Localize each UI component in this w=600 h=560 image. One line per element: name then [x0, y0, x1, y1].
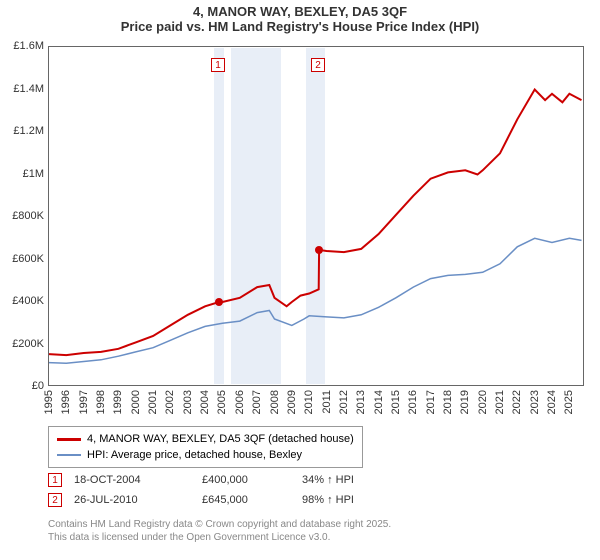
- sales-table: 118-OCT-2004£400,00034% ↑ HPI226-JUL-201…: [48, 470, 402, 510]
- sale-marker-dot: [315, 246, 323, 254]
- line-series-svg: [49, 47, 585, 387]
- footer-line1: Contains HM Land Registry data © Crown c…: [48, 518, 391, 531]
- legend-swatch: [57, 438, 81, 441]
- sale-price: £645,000: [202, 494, 302, 506]
- sale-callout-1: 1: [211, 58, 225, 72]
- y-tick-label: £600K: [12, 253, 44, 265]
- x-tick-label: 2002: [164, 390, 176, 414]
- x-tick-label: 1995: [43, 390, 55, 414]
- x-tick-label: 2013: [355, 390, 367, 414]
- x-tick-label: 2008: [269, 390, 281, 414]
- x-tick-label: 1997: [78, 390, 90, 414]
- sale-marker-dot: [215, 298, 223, 306]
- y-tick-label: £1.6M: [13, 40, 44, 52]
- x-tick-label: 2012: [338, 390, 350, 414]
- sale-row-index: 2: [48, 493, 62, 507]
- x-tick-label: 1998: [95, 390, 107, 414]
- title-block: 4, MANOR WAY, BEXLEY, DA5 3QF Price paid…: [0, 0, 600, 34]
- series-price_paid: [49, 90, 582, 356]
- title-subtitle: Price paid vs. HM Land Registry's House …: [0, 19, 600, 34]
- legend-label: HPI: Average price, detached house, Bexl…: [87, 449, 302, 461]
- y-tick-label: £1.2M: [13, 125, 44, 137]
- x-tick-label: 2016: [407, 390, 419, 414]
- legend-label: 4, MANOR WAY, BEXLEY, DA5 3QF (detached …: [87, 433, 354, 445]
- x-tick-label: 2001: [147, 390, 159, 414]
- x-tick-label: 2017: [425, 390, 437, 414]
- legend-swatch: [57, 454, 81, 456]
- chart-container: 4, MANOR WAY, BEXLEY, DA5 3QF Price paid…: [0, 0, 600, 560]
- x-tick-label: 2015: [390, 390, 402, 414]
- x-tick-label: 2009: [286, 390, 298, 414]
- sale-date: 18-OCT-2004: [62, 474, 202, 486]
- sale-delta: 34% ↑ HPI: [302, 474, 402, 486]
- footer-attribution: Contains HM Land Registry data © Crown c…: [48, 518, 391, 544]
- y-tick-label: £200K: [12, 338, 44, 350]
- title-address: 4, MANOR WAY, BEXLEY, DA5 3QF: [0, 4, 600, 19]
- x-tick-label: 2004: [199, 390, 211, 414]
- sale-row: 118-OCT-2004£400,00034% ↑ HPI: [48, 470, 402, 490]
- sale-delta: 98% ↑ HPI: [302, 494, 402, 506]
- x-tick-label: 2021: [494, 390, 506, 414]
- y-tick-label: £400K: [12, 295, 44, 307]
- x-tick-label: 2022: [511, 390, 523, 414]
- x-tick-label: 2003: [182, 390, 194, 414]
- sale-row-index: 1: [48, 473, 62, 487]
- legend-item: HPI: Average price, detached house, Bexl…: [57, 447, 354, 463]
- x-tick-label: 2023: [529, 390, 541, 414]
- chart-area: £0£200K£400K£600K£800K£1M£1.2M£1.4M£1.6M…: [48, 46, 584, 386]
- x-tick-label: 1996: [60, 390, 72, 414]
- sale-callout-2: 2: [311, 58, 325, 72]
- y-tick-label: £1.4M: [13, 83, 44, 95]
- legend-item: 4, MANOR WAY, BEXLEY, DA5 3QF (detached …: [57, 431, 354, 447]
- x-tick-label: 2014: [373, 390, 385, 414]
- y-tick-label: £800K: [12, 210, 44, 222]
- x-tick-label: 2024: [546, 390, 558, 414]
- x-tick-label: 2018: [442, 390, 454, 414]
- footer-line2: This data is licensed under the Open Gov…: [48, 531, 391, 544]
- x-tick-label: 2010: [303, 390, 315, 414]
- x-tick-label: 2011: [321, 390, 333, 414]
- plot-region: [48, 46, 584, 386]
- x-tick-label: 2020: [477, 390, 489, 414]
- x-tick-label: 2025: [563, 390, 575, 414]
- x-tick-label: 1999: [112, 390, 124, 414]
- x-tick-label: 2006: [234, 390, 246, 414]
- x-tick-label: 2005: [216, 390, 228, 414]
- sale-date: 26-JUL-2010: [62, 494, 202, 506]
- x-tick-label: 2007: [251, 390, 263, 414]
- sale-price: £400,000: [202, 474, 302, 486]
- y-tick-label: £1M: [23, 168, 44, 180]
- legend: 4, MANOR WAY, BEXLEY, DA5 3QF (detached …: [48, 426, 363, 468]
- x-tick-label: 2000: [130, 390, 142, 414]
- x-tick-label: 2019: [459, 390, 471, 414]
- sale-row: 226-JUL-2010£645,00098% ↑ HPI: [48, 490, 402, 510]
